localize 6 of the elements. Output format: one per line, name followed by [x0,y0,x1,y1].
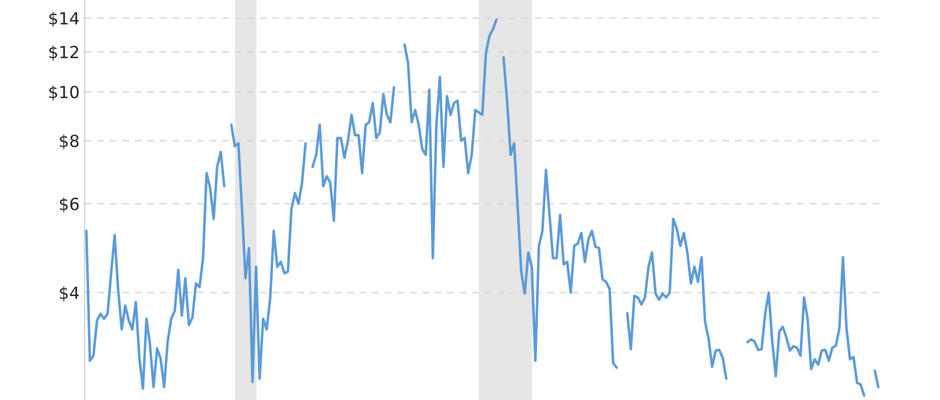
y-tick-label: $14 [49,12,79,27]
y-tick-label: $6 [60,197,79,212]
y-tick-label: $12 [49,45,78,61]
y-tick-label: $8 [60,134,79,150]
y-tick-label: $10 [49,85,79,101]
y-tick-label: $4 [60,286,79,302]
